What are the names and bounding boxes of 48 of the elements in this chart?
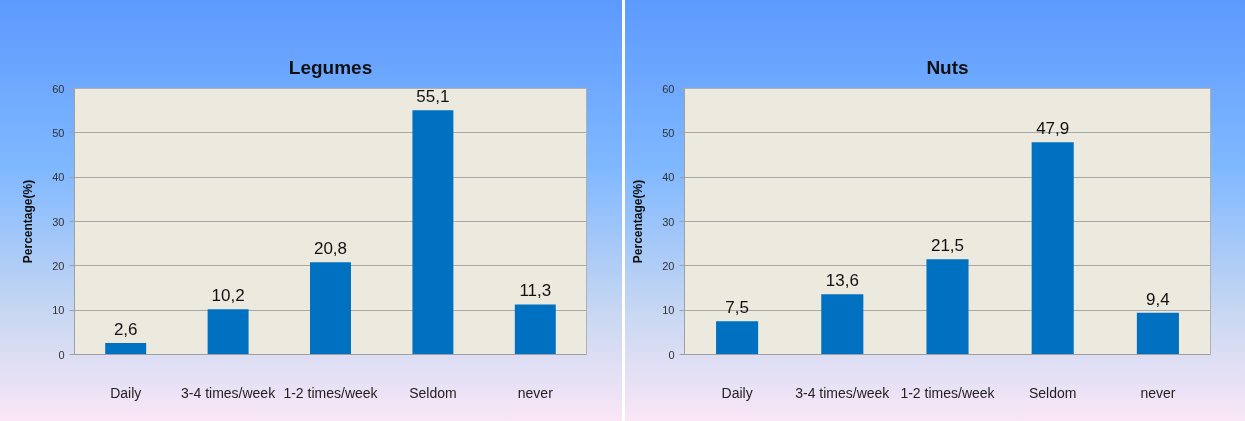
data-label: 7,5 [725,298,749,318]
data-label: 11,3 [519,281,552,301]
bar [514,304,556,355]
bar [207,309,249,355]
data-label: 9,4 [1146,289,1170,309]
x-tick-label: 1-2 times/week [283,384,379,401]
x-tick-label: 3-4 times/week [795,384,891,401]
y-tick-label: 20 [52,259,65,272]
y-tick-label: 0 [58,348,65,361]
y-axis-title: Percentage(%) [21,179,36,264]
y-tick-label: 50 [662,126,675,139]
bar [926,259,969,355]
y-tick-label: 50 [52,126,65,139]
y-tick-label: 0 [668,348,675,361]
y-tick-label: 60 [52,82,65,95]
data-label: 21,5 [930,236,965,256]
bar [1031,142,1074,355]
data-label: 47,9 [1036,119,1070,139]
data-label: 55,1 [416,87,450,107]
data-label: 13,6 [825,271,859,291]
x-tick-label: Seldom [409,384,457,401]
x-tick-label: never [517,384,554,401]
y-tick-label: 10 [52,304,65,317]
data-label: 2,6 [113,319,138,339]
x-tick-label: Daily [721,384,753,401]
y-tick-label: 60 [662,82,675,95]
x-tick-label: never [1140,384,1176,401]
chart-title: Legumes [288,56,373,78]
bar [1136,312,1179,355]
data-label: 10,2 [211,286,245,306]
y-tick-label: 40 [662,171,675,184]
x-tick-label: Daily [110,384,142,401]
bar [821,294,864,355]
y-tick-label: 20 [662,259,675,272]
x-tick-label: 3-4 times/week [181,384,277,401]
x-tick-label: Seldom [1028,384,1077,401]
data-label: 20,8 [313,239,348,259]
bar [716,321,759,355]
bar [310,262,351,355]
y-tick-label: 30 [52,215,65,228]
bar [105,342,147,355]
y-tick-label: 40 [52,171,65,184]
y-axis-title: Percentage(%) [631,179,646,264]
chart-title: Nuts [926,56,969,78]
bar [412,110,454,355]
y-tick-label: 10 [662,304,675,317]
x-tick-label: 1-2 times/week [900,384,996,401]
y-tick-label: 30 [662,215,675,228]
